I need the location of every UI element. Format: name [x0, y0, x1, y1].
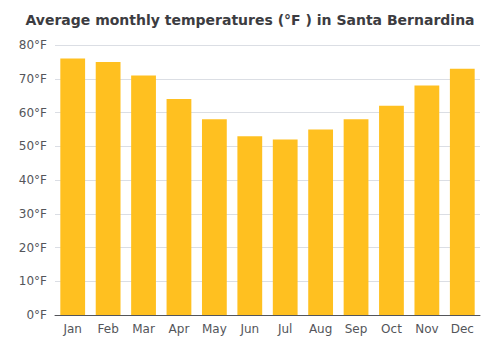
svg-text:Average monthly temperatures (: Average monthly temperatures (°F ) in Sa… — [25, 12, 474, 28]
svg-text:Nov: Nov — [415, 322, 438, 336]
svg-text:Apr: Apr — [169, 322, 190, 336]
svg-text:0°F: 0°F — [26, 308, 47, 322]
svg-text:Feb: Feb — [98, 322, 119, 336]
svg-text:Jul: Jul — [277, 322, 292, 336]
svg-text:May: May — [202, 322, 227, 336]
svg-text:30°F: 30°F — [19, 207, 47, 221]
svg-text:20°F: 20°F — [19, 241, 47, 255]
svg-text:Mar: Mar — [132, 322, 155, 336]
svg-text:80°F: 80°F — [19, 38, 47, 52]
svg-text:50°F: 50°F — [19, 139, 47, 153]
svg-text:10°F: 10°F — [19, 274, 47, 288]
svg-text:60°F: 60°F — [19, 106, 47, 120]
svg-text:Jan: Jan — [62, 322, 82, 336]
svg-text:Dec: Dec — [451, 322, 474, 336]
svg-text:Oct: Oct — [381, 322, 402, 336]
svg-text:70°F: 70°F — [19, 72, 47, 86]
svg-text:Aug: Aug — [309, 322, 332, 336]
svg-text:Jun: Jun — [239, 322, 259, 336]
svg-text:Sep: Sep — [345, 322, 368, 336]
svg-text:40°F: 40°F — [19, 173, 47, 187]
